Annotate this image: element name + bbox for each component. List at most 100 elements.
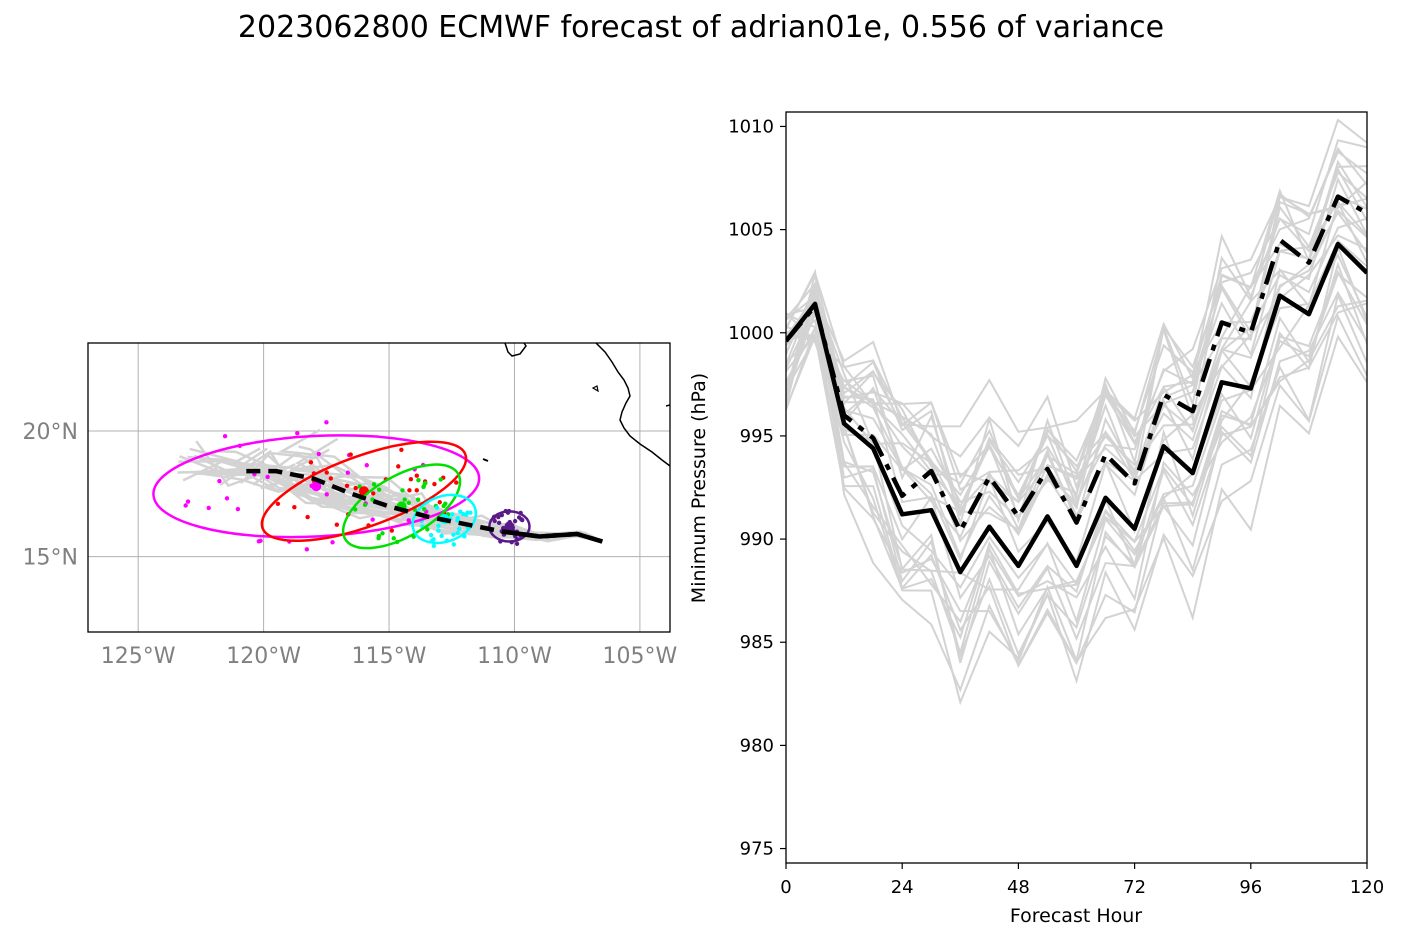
ensemble-position-dot — [512, 518, 518, 524]
ensemble-member-line — [786, 272, 1367, 656]
ensemble-position-dot — [370, 517, 375, 522]
ensemble-position-dot — [324, 420, 329, 425]
series-line-solid — [786, 241, 1367, 575]
ensemble-position-dot — [348, 452, 353, 457]
ensemble-position-dot — [451, 542, 457, 547]
ensemble-position-dot — [380, 531, 385, 536]
map-lon-tick-label: 125°W — [101, 644, 176, 669]
ensemble-position-dot — [520, 517, 525, 523]
y-tick-label: 1000 — [728, 323, 774, 344]
ensemble-position-dot — [330, 540, 335, 545]
ensemble-position-dot — [362, 502, 368, 508]
ensemble-member-line — [786, 159, 1367, 519]
ensemble-position-dot — [414, 488, 419, 493]
ensemble-position-dot — [308, 460, 314, 465]
ensemble-position-dot — [185, 499, 191, 504]
ensemble-position-dot — [370, 497, 375, 502]
map-lon-tick-label: 120°W — [226, 644, 301, 669]
y-axis-label: Minimum Pressure (hPa) — [688, 373, 710, 603]
ensemble-position-dot — [416, 477, 421, 483]
ensemble-position-dot — [371, 482, 377, 487]
ensemble-position-dot — [364, 463, 369, 468]
ensemble-position-dot — [408, 477, 414, 482]
ensemble-position-dot — [304, 547, 310, 552]
ensemble-position-dot — [496, 520, 502, 526]
x-axis-label: Forecast Hour — [1010, 905, 1142, 927]
y-tick-label: 1005 — [728, 220, 774, 241]
x-tick-label: 120 — [1350, 877, 1384, 898]
ensemble-position-dot — [376, 535, 381, 541]
map-lon-tick-label: 115°W — [352, 644, 427, 669]
ensemble-position-dot — [344, 483, 350, 488]
ensemble-position-dot — [468, 510, 473, 515]
ensemble-member-line — [786, 118, 1367, 491]
ensemble-position-dot — [376, 487, 382, 492]
ensemble-position-dot — [295, 431, 300, 436]
ensemble-position-dot — [431, 543, 437, 549]
ensemble-position-dot — [406, 518, 411, 523]
ensemble-position-dot — [399, 447, 404, 453]
ensemble-member-line — [786, 253, 1367, 625]
ensemble-position-dot — [450, 512, 455, 517]
map-lat-tick-label: 20°N — [23, 420, 78, 445]
ensemble-position-dot — [439, 533, 444, 539]
ensemble-position-dot — [455, 515, 461, 521]
figure-title: 2023062800 ECMWF forecast of adrian01e, … — [237, 10, 1165, 45]
x-tick-label: 48 — [1007, 877, 1030, 898]
ensemble-member-line — [786, 166, 1367, 498]
ensemble-position-dot — [431, 537, 436, 542]
ensemble-position-dot — [391, 536, 396, 541]
ensemble-position-dot — [328, 476, 334, 481]
series-line-dashed — [786, 194, 1367, 534]
y-tick-label: 975 — [740, 839, 774, 860]
x-tick-label: 72 — [1123, 877, 1146, 898]
ensemble-member-line — [786, 200, 1367, 502]
uncertainty-ellipse — [260, 440, 468, 543]
x-tick-label: 0 — [780, 877, 791, 898]
map-lon-tick-label: 110°W — [477, 644, 552, 669]
ensemble-position-dot — [402, 497, 407, 502]
coastline — [482, 343, 670, 467]
ensemble-member-line — [786, 269, 1367, 660]
mean-track — [238, 468, 603, 544]
map-frame — [87, 342, 671, 633]
ensemble-position-dot — [389, 528, 395, 533]
y-tick-label: 985 — [740, 632, 774, 653]
x-tick-label: 96 — [1239, 877, 1262, 898]
map-lon-tick-label: 105°W — [603, 644, 678, 669]
ellipse-center-marker — [311, 481, 322, 492]
map-tick-labels: 125°W 120°W 115°W 110°W 105°W 15°N 20°N — [23, 420, 678, 669]
ensemble-position-dot — [492, 518, 497, 524]
uncertainty-ellipse — [411, 493, 478, 545]
y-tick-label: 990 — [740, 529, 774, 550]
ensemble-position-dot — [438, 477, 443, 482]
ensemble-position-dot — [222, 433, 228, 439]
ensemble-member-line — [786, 290, 1367, 637]
ensemble-position-dot — [305, 514, 310, 520]
uncertainty-ellipse — [488, 510, 531, 543]
ensemble-position-dot — [436, 528, 441, 533]
ensemble-position-dot — [183, 503, 188, 508]
y-tick-label: 980 — [740, 735, 774, 756]
ensemble-position-dot — [371, 491, 376, 496]
ensemble-position-dot — [458, 509, 463, 514]
ensemble-position-dot — [324, 492, 329, 497]
ensemble-position-dot — [454, 480, 459, 485]
ensemble-position-dot — [428, 532, 434, 538]
ensemble-position-dot — [334, 522, 340, 527]
ensemble-member-line — [786, 165, 1367, 498]
ensemble-position-dot — [414, 473, 420, 478]
ensemble-position-dot — [432, 481, 437, 487]
ensemble-position-dot — [292, 504, 297, 510]
ensemble-member-line — [786, 299, 1367, 665]
ensemble-position-dot — [516, 515, 522, 520]
ensemble-position-dot — [265, 474, 270, 480]
ensemble-position-dot — [461, 511, 466, 517]
uncertainty-ellipse — [341, 463, 462, 550]
ensemble-member-line — [786, 261, 1367, 641]
ensemble-position-dot — [235, 506, 241, 512]
ensemble-position-dot — [456, 526, 462, 532]
ensemble-member-line — [786, 176, 1367, 543]
ensemble-position-dot — [206, 505, 211, 511]
